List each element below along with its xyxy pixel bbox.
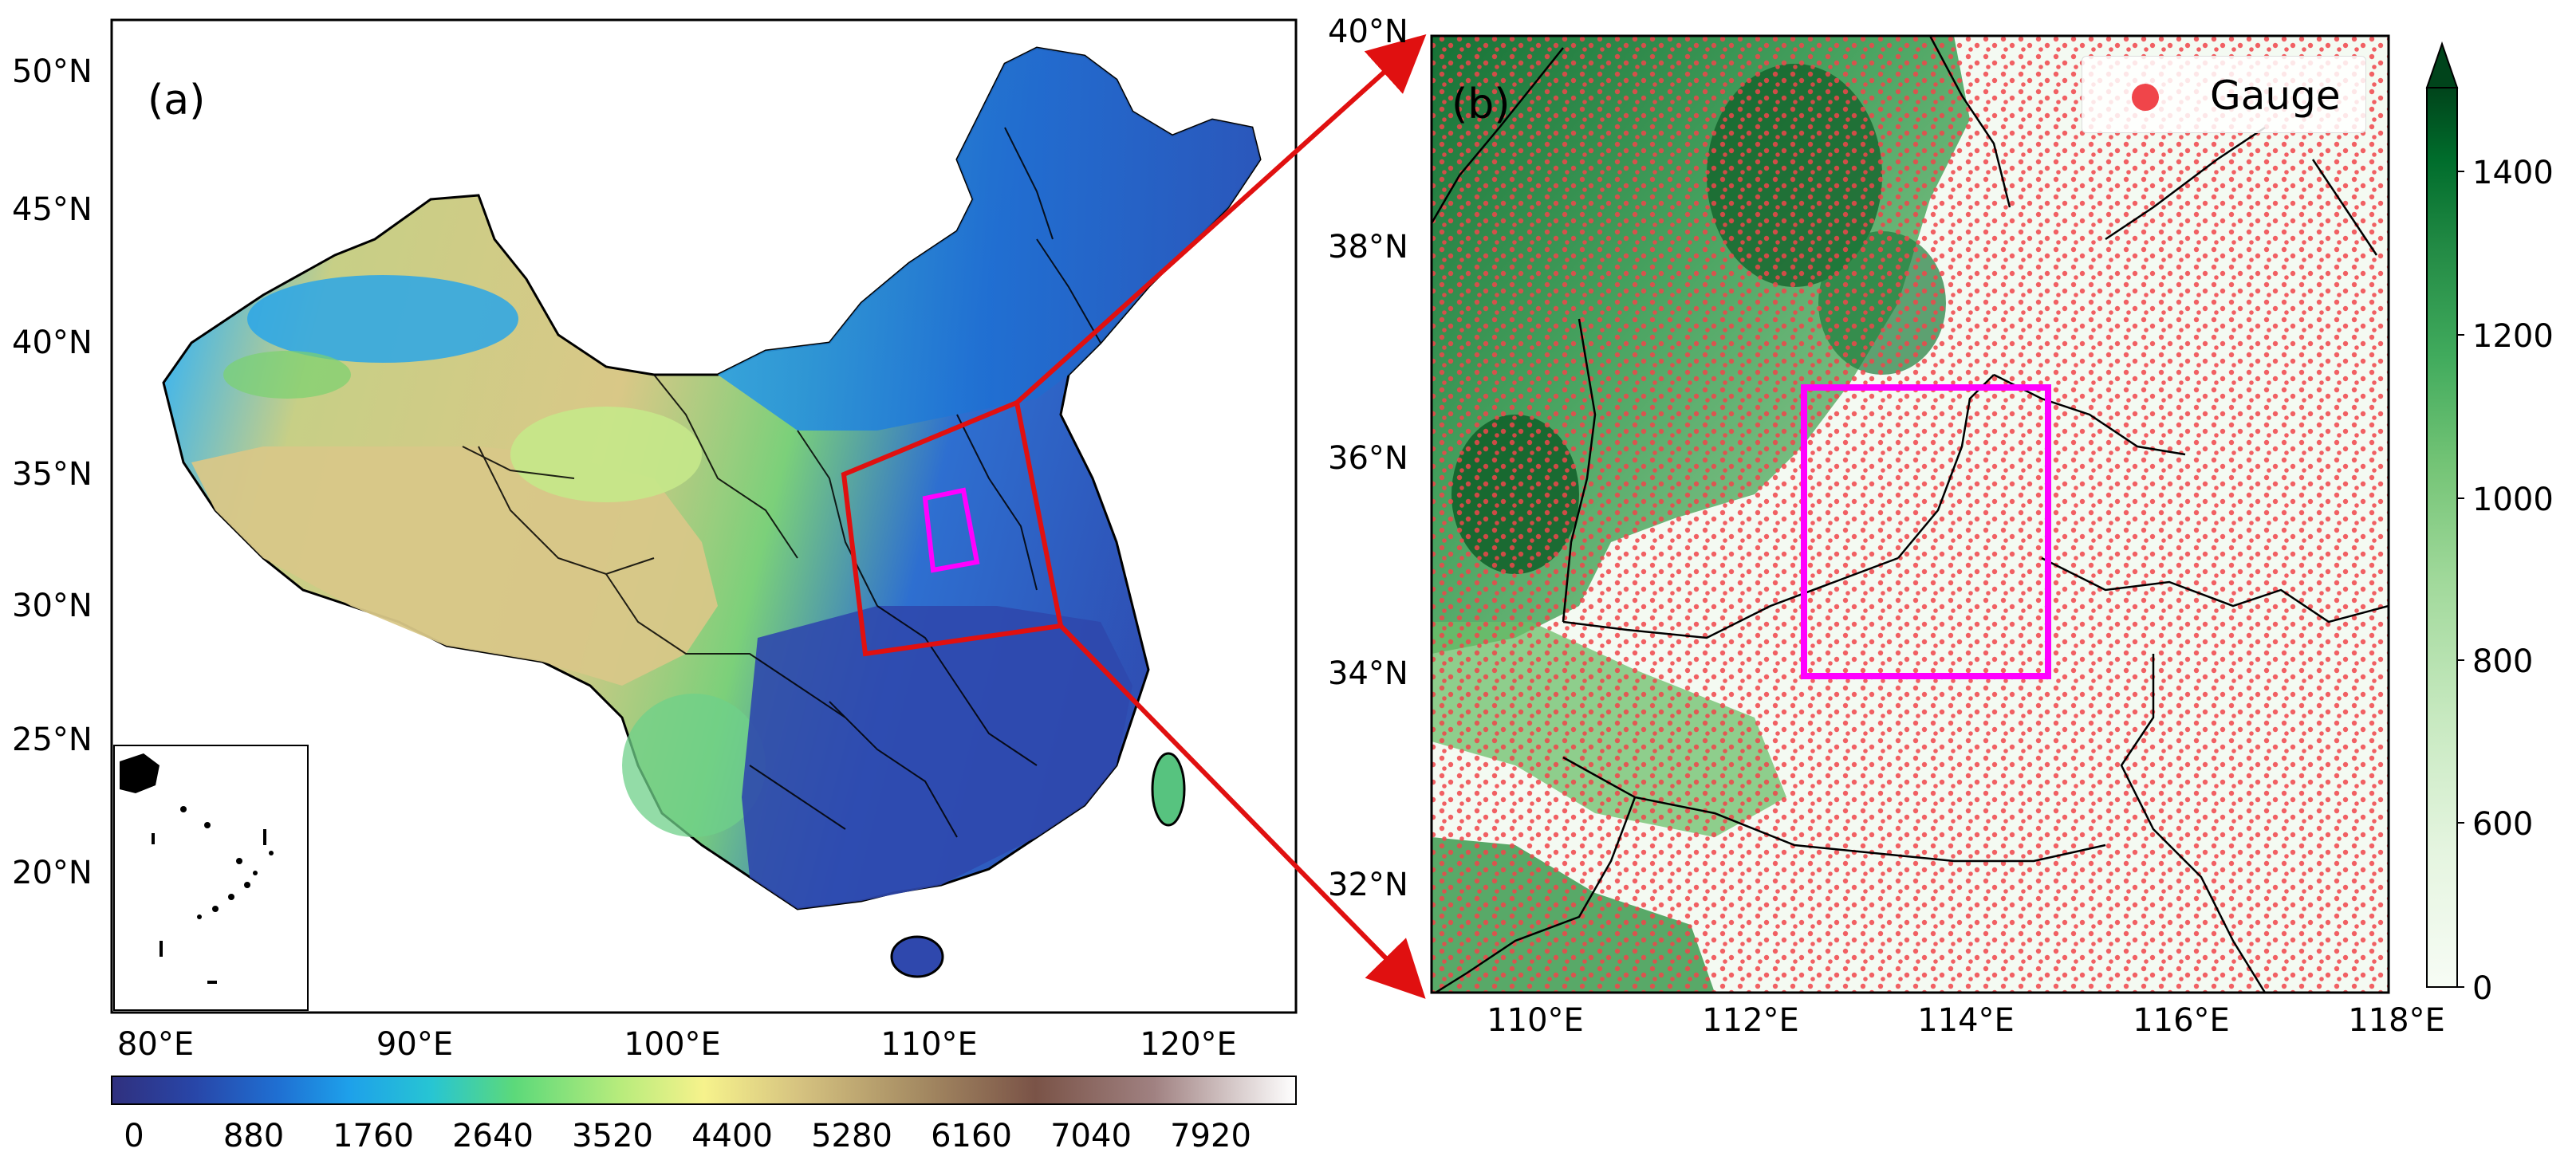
lat-label-a-25: 25°N [12,722,93,758]
inner-box-a [922,487,980,573]
colorbar-a-tick: 0 [124,1118,144,1154]
gauge-legend-label: Gauge [2210,73,2341,119]
gauge-marker-icon [2132,84,2159,111]
colorbar-b-tick: 1400 [2472,155,2554,191]
colorbar-a-tick: 3520 [572,1118,653,1154]
colorbar-a-tick: 7040 [1050,1118,1132,1154]
lat-label-b-32: 32°N [1328,867,1408,903]
colorbar-a-tick: 1760 [333,1118,414,1154]
colorbar-b [2425,41,2464,988]
colorbar-b-tick: 800 [2472,643,2534,680]
lat-label-a-20: 20°N [12,855,93,891]
lat-label-b-38: 38°N [1328,229,1408,265]
inner-box-b [1801,384,2051,679]
gauge-legend: Gauge [2082,56,2366,133]
lon-label-a-90: 90°E [376,1026,454,1063]
lon-label-b-116: 116°E [2133,1002,2230,1039]
connector-arrow-top [1014,33,1427,405]
lon-label-b-112: 112°E [1702,1002,1799,1039]
colorbar-a-tick: 2640 [452,1118,534,1154]
lat-label-a-30: 30°N [12,588,93,624]
panel-b-tag: (b) [1451,81,1511,128]
connector-arrow-bottom [1058,623,1426,999]
colorbar-b-tick: 600 [2472,806,2534,843]
lon-label-a-120: 120°E [1140,1026,1237,1063]
colorbar-a-tick: 7920 [1170,1118,1251,1154]
lon-label-a-100: 100°E [624,1026,721,1063]
colorbar-a [111,1076,1297,1105]
lat-label-a-45: 45°N [12,191,93,228]
south-china-sea-inset [113,745,309,1011]
lat-label-a-50: 50°N [12,53,93,90]
lat-label-b-40: 40°N [1328,14,1408,50]
colorbar-a-tick: 5280 [811,1118,892,1154]
inset-islands [120,753,274,984]
colorbar-b-tick: 1000 [2472,482,2554,518]
colorbar-b-tick: 1200 [2472,318,2554,355]
lon-label-a-110: 110°E [880,1026,978,1063]
lon-label-b-114: 114°E [1917,1002,2015,1039]
panel-a-tag: (a) [148,77,206,124]
colorbar-a-tick: 6160 [931,1118,1012,1154]
colorbar-a-tick: 880 [223,1118,285,1154]
panel-b-frame [1430,34,2390,994]
china-map [162,46,1262,978]
lon-label-b-110: 110°E [1487,1002,1584,1039]
panel-b-map [1430,35,2389,994]
lat-label-a-35: 35°N [12,456,93,493]
lon-label-a-80: 80°E [116,1026,195,1063]
lat-label-b-36: 36°N [1328,440,1408,477]
colorbar-b-tick: 0 [2472,970,2493,1007]
lon-label-b-118: 118°E [2348,1002,2445,1039]
lat-label-b-34: 34°N [1328,655,1408,692]
colorbar-a-tick: 4400 [691,1118,773,1154]
lat-label-a-40: 40°N [12,324,93,361]
